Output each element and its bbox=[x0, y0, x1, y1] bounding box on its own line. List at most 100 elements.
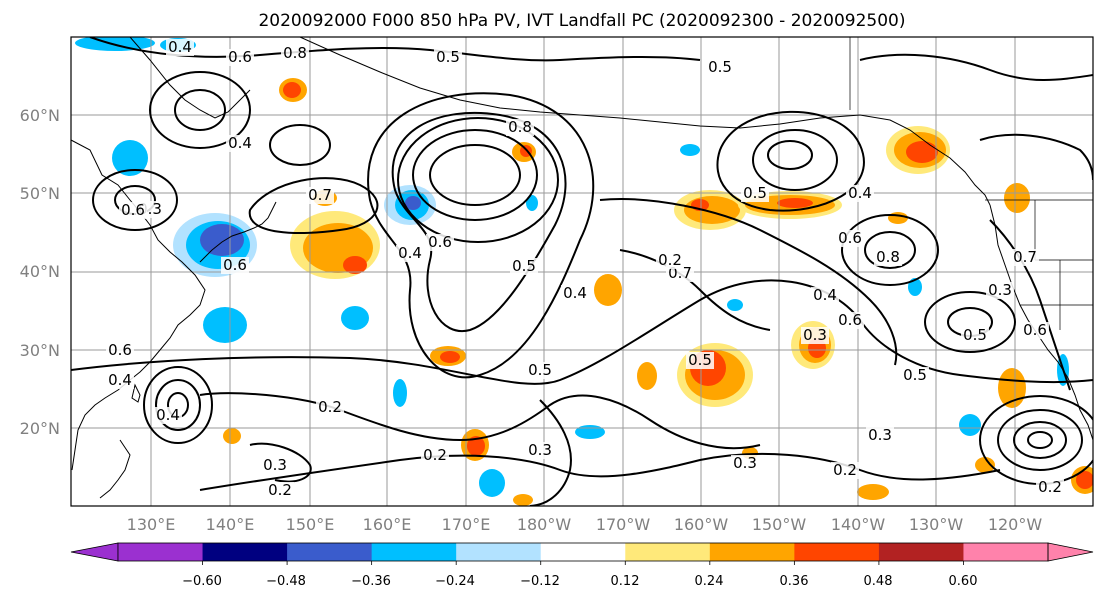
lon-tick-label: 130°W bbox=[909, 515, 964, 534]
colorbar-segment bbox=[456, 543, 542, 561]
pc-anomaly-patch bbox=[513, 494, 533, 506]
pv-contour-label: 0.4 bbox=[398, 244, 422, 262]
contour-label-bg bbox=[986, 282, 1014, 299]
pv-contour-label: 0.4 bbox=[228, 134, 252, 152]
map-panel: 0.40.6 0.8 0.50.50.20.40.30.60.70.60.40.80… bbox=[71, 37, 1093, 506]
colorbar-extend-min bbox=[70, 542, 119, 562]
pv-contour-label: 0.4 bbox=[848, 184, 872, 202]
pc-anomaly-patch bbox=[888, 212, 908, 224]
pv-contour bbox=[529, 399, 572, 506]
pv-contour bbox=[767, 140, 813, 170]
pc-anomaly-patch bbox=[908, 278, 922, 296]
pv-contour-label: 0.6 bbox=[838, 229, 862, 247]
pv-contour-label: 0.2 bbox=[658, 251, 682, 269]
pv-contour bbox=[397, 117, 559, 243]
contour-label-bg bbox=[874, 249, 902, 266]
contour-label-bg bbox=[510, 258, 538, 275]
colorbar-segment bbox=[963, 543, 1049, 561]
pv-contour-label: 0.7 bbox=[308, 186, 332, 204]
pv-contour bbox=[269, 124, 331, 166]
pc-anomaly-patch bbox=[680, 144, 700, 156]
pc-anomaly-patch bbox=[575, 425, 605, 439]
contour-label-bg bbox=[666, 265, 694, 282]
colorbar-segment bbox=[287, 543, 373, 561]
pv-contour-label: 0.5 bbox=[436, 48, 460, 66]
pv-contour-label: 0.5 bbox=[743, 184, 767, 202]
pc-anomaly-patch bbox=[906, 141, 938, 163]
colorbar-tick-label: −0.12 bbox=[520, 574, 560, 589]
contour-label-bg bbox=[426, 234, 454, 251]
longitude-axis: 130°E 140°E 150°E 160°E 170°E 180°W 170°… bbox=[127, 515, 1043, 534]
pc-anomaly-patch bbox=[200, 224, 244, 256]
pv-contour bbox=[429, 144, 521, 206]
lon-tick-label: 180°W bbox=[517, 515, 572, 534]
pv-contour-label: 0.5 bbox=[708, 58, 732, 76]
lon-tick-label: 160°W bbox=[674, 515, 729, 534]
pc-anomaly-patch bbox=[223, 428, 241, 444]
pv-contour-label: 0.3 bbox=[733, 454, 757, 472]
contour-label-bg bbox=[686, 352, 714, 369]
colorbar bbox=[70, 542, 1094, 565]
pv-contour-label: 0.2 bbox=[833, 461, 857, 479]
pv-contour-label: 0.4 bbox=[108, 371, 132, 389]
colorbar-tick-label: −0.60 bbox=[182, 574, 222, 589]
colorbar-ticks: −0.60 −0.48 −0.36 −0.24 −0.12 0.12 0.24 … bbox=[182, 574, 977, 589]
lat-tick-label: 20°N bbox=[20, 419, 60, 438]
pv-contour-label: 0.2 bbox=[423, 446, 447, 464]
contour-label-bg bbox=[526, 442, 554, 459]
pc-anomaly-patch bbox=[283, 82, 301, 98]
pv-contour-label: 0.3 bbox=[988, 281, 1012, 299]
contour-label-bg bbox=[226, 49, 254, 66]
pv-contour-label: 0.3 bbox=[803, 326, 827, 344]
colorbar-outline bbox=[117, 542, 1049, 562]
pc-anomaly-patch bbox=[479, 469, 505, 497]
map-frame bbox=[70, 36, 1094, 507]
figure-title: 2020092000 F000 850 hPa PV, IVT Landfall… bbox=[258, 11, 905, 31]
colorbar-segment bbox=[794, 543, 880, 561]
contour-label-bg bbox=[801, 327, 829, 344]
taiwan-coastline bbox=[131, 383, 141, 403]
pv-contour-labels: 0.40.6 0.8 0.50.50.20.40.30.60.70.60.40.80… bbox=[106, 38, 1064, 499]
pv-contour-label: 0.5 bbox=[688, 351, 712, 369]
pv-contour-label: 0.2 bbox=[1038, 478, 1062, 496]
pv-contour bbox=[367, 92, 595, 379]
colorbar-segment bbox=[878, 543, 964, 561]
colorbar-tick-label: 0.12 bbox=[611, 574, 640, 589]
colorbar-tick-label: −0.48 bbox=[266, 574, 306, 589]
lon-tick-label: 170°E bbox=[442, 515, 491, 534]
contour-label-bg bbox=[154, 407, 182, 424]
contour-label-bg bbox=[316, 399, 344, 416]
pc-anomaly-patch bbox=[637, 362, 657, 390]
pv-contour-label: 0.2 bbox=[268, 481, 292, 499]
contour-label-bg bbox=[434, 49, 462, 66]
contour-label-bg bbox=[1036, 479, 1064, 496]
contour-label-bg bbox=[961, 327, 989, 344]
pc-anomaly-patch bbox=[526, 195, 538, 211]
pc-anomaly-patch bbox=[1004, 183, 1030, 213]
colorbar-segment bbox=[540, 543, 626, 561]
pv-contour bbox=[248, 177, 379, 235]
lon-tick-label: 150°E bbox=[286, 515, 335, 534]
pc-anomaly-patch bbox=[405, 196, 421, 210]
pc-anomaly-patch bbox=[959, 414, 981, 436]
pv-contour-label: 0.6 bbox=[838, 311, 862, 329]
pv-contour bbox=[143, 366, 213, 444]
lat-tick-label: 50°N bbox=[20, 184, 60, 203]
pv-contour-label: 0.7 bbox=[1013, 248, 1037, 266]
pc-anomaly-patch bbox=[975, 457, 995, 473]
pv-contour-label: 0.3 bbox=[263, 456, 287, 474]
contour-label-bg bbox=[119, 202, 147, 219]
colorbar-segment bbox=[202, 543, 288, 561]
contour-label-bg bbox=[106, 372, 134, 389]
colorbar-tick-label: −0.36 bbox=[351, 574, 391, 589]
latitude-axis: 60°N 50°N 40°N 30°N 20°N bbox=[20, 106, 60, 438]
colorbar-segment bbox=[371, 543, 457, 561]
colorbar-segment bbox=[709, 543, 795, 561]
lat-tick-label: 60°N bbox=[20, 106, 60, 125]
contour-label-bg bbox=[221, 257, 249, 274]
pv-contour bbox=[174, 89, 226, 131]
pv-contour-label: 0.4 bbox=[168, 38, 192, 56]
pv-contour-label: 0.5 bbox=[903, 366, 927, 384]
pv-contour-label: 0.8 bbox=[876, 248, 900, 266]
pv-contour-label: 0.4 bbox=[813, 286, 837, 304]
